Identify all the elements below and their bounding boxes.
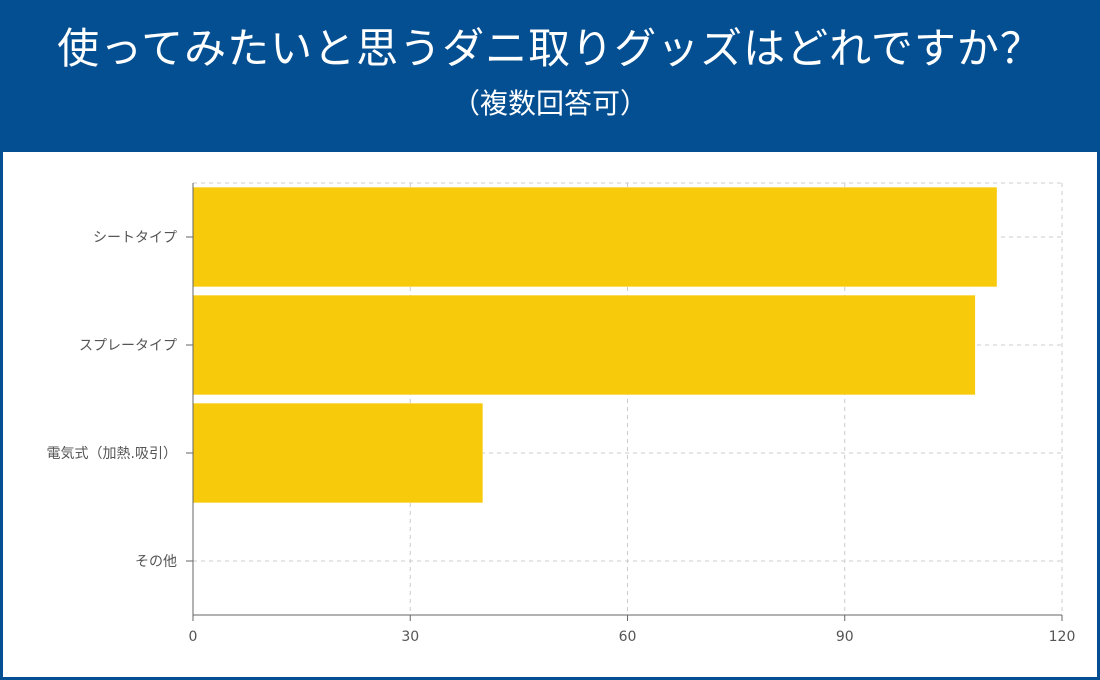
x-tick-label: 90 [836,629,854,645]
bar-1 [193,295,976,395]
x-tick-label: 0 [189,629,198,645]
y-tick-label: シートタイプ [93,230,177,246]
x-tick-label: 120 [1049,629,1076,645]
chart-title: 使ってみたいと思うダニ取りグッズはどれですか？ [57,24,1043,73]
y-tick-label: 電気式（加熱.吸引） [47,446,177,462]
y-tick-label: スプレータイプ [79,338,177,354]
x-tick-label: 30 [401,629,419,645]
bar-2 [193,403,483,503]
x-tick-label: 60 [619,629,637,645]
header-banner: 使ってみたいと思うダニ取りグッズはどれですか？ （複数回答可） [0,0,1100,152]
bar-0 [193,187,997,287]
y-tick-label: その他 [135,554,177,570]
chart-subtitle: （複数回答可） [451,87,648,120]
